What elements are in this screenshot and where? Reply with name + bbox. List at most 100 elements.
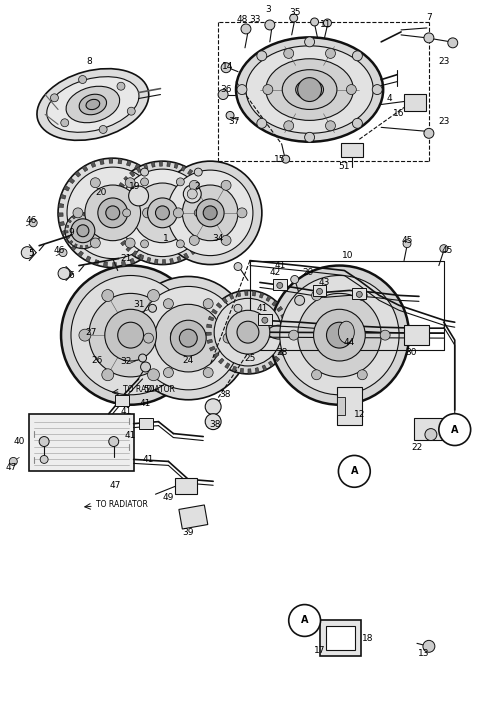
- Text: 36: 36: [220, 85, 232, 94]
- Circle shape: [284, 121, 294, 131]
- Circle shape: [338, 456, 370, 487]
- Polygon shape: [240, 368, 244, 374]
- Text: 41: 41: [121, 408, 132, 416]
- Circle shape: [298, 293, 381, 377]
- Circle shape: [194, 209, 202, 217]
- Polygon shape: [181, 166, 186, 171]
- Polygon shape: [203, 186, 208, 192]
- Polygon shape: [126, 246, 132, 251]
- Polygon shape: [151, 162, 155, 167]
- Text: TO RADIATOR: TO RADIATOR: [123, 385, 175, 395]
- Polygon shape: [208, 202, 214, 205]
- Polygon shape: [77, 213, 80, 217]
- Circle shape: [325, 121, 336, 131]
- Polygon shape: [207, 339, 213, 343]
- Circle shape: [143, 208, 153, 218]
- Circle shape: [288, 330, 299, 340]
- Polygon shape: [170, 258, 174, 264]
- Circle shape: [357, 291, 367, 300]
- Text: 18: 18: [361, 634, 373, 643]
- Polygon shape: [98, 228, 101, 230]
- Polygon shape: [58, 213, 63, 217]
- Text: 37: 37: [228, 117, 240, 126]
- Circle shape: [448, 38, 458, 48]
- Circle shape: [403, 240, 411, 248]
- Polygon shape: [144, 248, 151, 255]
- Bar: [273, 279, 287, 290]
- Circle shape: [282, 156, 290, 163]
- Polygon shape: [255, 368, 259, 373]
- Polygon shape: [248, 369, 251, 374]
- Polygon shape: [136, 167, 141, 173]
- Polygon shape: [109, 158, 113, 163]
- Polygon shape: [103, 262, 108, 267]
- Circle shape: [295, 295, 305, 305]
- Ellipse shape: [282, 70, 337, 109]
- Text: 15: 15: [274, 155, 286, 163]
- Text: 26: 26: [91, 356, 103, 364]
- Circle shape: [312, 370, 322, 379]
- Circle shape: [144, 333, 154, 343]
- Text: 46: 46: [25, 216, 37, 225]
- Circle shape: [262, 318, 268, 323]
- Polygon shape: [155, 259, 158, 264]
- Ellipse shape: [86, 99, 100, 109]
- Polygon shape: [252, 291, 256, 296]
- Circle shape: [102, 289, 114, 302]
- Polygon shape: [82, 166, 88, 171]
- Bar: [404, 325, 429, 345]
- Circle shape: [50, 94, 59, 102]
- Circle shape: [40, 456, 48, 464]
- Polygon shape: [193, 174, 199, 180]
- Polygon shape: [209, 210, 214, 213]
- Text: 33: 33: [249, 15, 261, 24]
- Circle shape: [241, 24, 251, 34]
- Circle shape: [58, 158, 168, 268]
- Text: 24: 24: [183, 356, 194, 364]
- Circle shape: [90, 178, 100, 188]
- Text: 29: 29: [302, 268, 313, 277]
- Circle shape: [325, 48, 336, 58]
- Circle shape: [324, 19, 332, 27]
- Circle shape: [291, 276, 299, 284]
- Polygon shape: [124, 176, 130, 182]
- Polygon shape: [130, 171, 135, 177]
- Circle shape: [141, 168, 148, 176]
- Ellipse shape: [266, 59, 353, 120]
- Text: 10: 10: [342, 251, 353, 260]
- Circle shape: [182, 185, 238, 240]
- Polygon shape: [142, 168, 148, 175]
- Polygon shape: [262, 365, 267, 371]
- Circle shape: [106, 206, 120, 220]
- Polygon shape: [285, 329, 290, 332]
- Polygon shape: [146, 257, 151, 263]
- Text: 20: 20: [95, 189, 107, 197]
- Circle shape: [277, 282, 283, 289]
- Polygon shape: [113, 263, 117, 268]
- Circle shape: [424, 33, 434, 43]
- Circle shape: [119, 169, 206, 256]
- Circle shape: [313, 310, 365, 361]
- Text: 41: 41: [140, 400, 151, 408]
- Bar: [115, 395, 129, 406]
- Polygon shape: [218, 358, 224, 364]
- Polygon shape: [174, 163, 179, 168]
- Circle shape: [237, 85, 247, 94]
- Circle shape: [141, 362, 151, 372]
- Circle shape: [137, 287, 240, 390]
- Polygon shape: [88, 214, 92, 218]
- Circle shape: [203, 206, 217, 220]
- Bar: [404, 94, 426, 112]
- Circle shape: [61, 266, 200, 405]
- Polygon shape: [268, 361, 274, 367]
- Text: 2: 2: [194, 181, 200, 191]
- Polygon shape: [282, 343, 288, 348]
- Polygon shape: [71, 245, 77, 251]
- Circle shape: [79, 76, 86, 84]
- Circle shape: [194, 168, 202, 176]
- Circle shape: [156, 206, 169, 220]
- Text: 41: 41: [143, 455, 154, 464]
- Circle shape: [347, 85, 356, 94]
- Circle shape: [263, 85, 273, 94]
- Polygon shape: [162, 259, 166, 264]
